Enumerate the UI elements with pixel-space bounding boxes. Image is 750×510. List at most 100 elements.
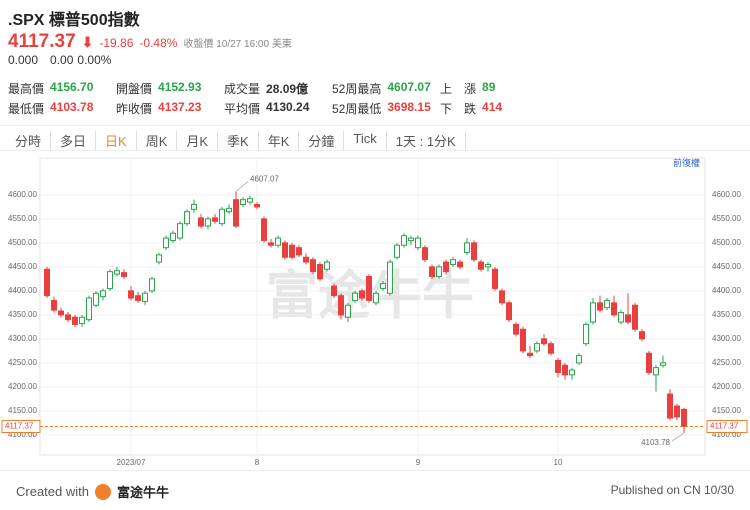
y-tick-label: 4300.00	[8, 334, 37, 343]
candle-body	[114, 270, 120, 275]
y-tick-label-right: 4100.00	[712, 430, 741, 439]
candle-body	[611, 302, 617, 316]
candle-body	[79, 316, 85, 324]
candle-body	[296, 247, 302, 256]
candle-body	[555, 359, 561, 373]
candle-body	[107, 271, 113, 289]
candle-body	[415, 237, 421, 249]
after-pct: 0.00%	[77, 53, 112, 67]
candle-body	[331, 285, 337, 297]
candle-body	[359, 290, 365, 299]
tab[interactable]: Tick	[344, 131, 387, 150]
stats-row: 最高價 4156.70 開盤價 4152.93 成交量 28.09億 52周最高 4607.0…	[8, 78, 548, 98]
candle-body	[345, 304, 351, 318]
y-tick-label: 4350.00	[8, 310, 37, 319]
tab[interactable]: 1天 : 1分K	[387, 131, 466, 150]
stat-label: 昨收價	[116, 101, 153, 116]
y-tick-label-right: 4400.00	[712, 286, 741, 295]
candle-body	[142, 292, 148, 302]
candle-body	[324, 261, 330, 270]
candle-body	[219, 208, 225, 225]
candle-body	[366, 275, 372, 301]
candle-body	[401, 235, 407, 246]
tab[interactable]: 季K	[218, 131, 259, 150]
candle-body	[653, 367, 659, 376]
change: -19.86	[99, 36, 134, 50]
created: Created with	[16, 484, 89, 499]
candle-body	[282, 242, 288, 258]
stat-label: 上 漲	[440, 81, 477, 96]
tab[interactable]: 多日	[51, 131, 97, 150]
candle-body	[520, 328, 526, 352]
candle-body	[163, 237, 169, 249]
stat: 成交量 28.09億	[224, 80, 332, 97]
candle-body	[618, 311, 624, 323]
stats: 最高價 4156.70 開盤價 4152.93 成交量 28.09億 52周最高 4607.0…	[8, 78, 548, 118]
tab[interactable]: 日K	[96, 131, 137, 150]
stat: 下 跌 414	[440, 100, 548, 117]
stat: 最低價 4103.78	[8, 100, 116, 117]
after-change: 0.00	[50, 53, 74, 67]
stat-label: 最高價	[8, 81, 45, 96]
candle-body	[443, 261, 449, 273]
after-hours: 0.000 0.00 0.00%	[8, 53, 111, 67]
candle-body	[646, 352, 652, 373]
stat: 開盤價 4152.93	[116, 80, 224, 97]
candle-body	[205, 218, 211, 227]
stat: 上 漲 89	[440, 80, 548, 97]
x-tick-label: 10	[554, 458, 563, 467]
y-tick-label: 4400.00	[8, 286, 37, 295]
y-tick-label: 4100.00	[8, 430, 37, 439]
candle-body	[541, 338, 547, 345]
tab[interactable]: 分鐘	[299, 131, 345, 150]
candle-body	[513, 323, 519, 335]
candle-body	[275, 237, 281, 246]
chart: 富途牛牛 4100.004100.004150.004150.004200.00…	[1, 157, 748, 467]
stat-label: 52周最高	[332, 81, 382, 96]
stat-value: 89	[482, 79, 496, 94]
title: .SPX 標普500指數	[8, 12, 140, 29]
footer-left: Created with 富途牛牛	[16, 482, 169, 501]
last-price-label-right: 4117.37	[710, 422, 739, 431]
stat: 平均價 4130.24	[224, 100, 332, 117]
adjust[interactable]: 前復權	[673, 158, 701, 168]
tab[interactable]: 月K	[177, 131, 219, 150]
stat-value: 28.09億	[266, 81, 309, 96]
tab[interactable]: 年K	[259, 131, 300, 150]
candle-body	[51, 299, 57, 311]
candle-body	[373, 292, 379, 304]
candle-body	[408, 237, 414, 241]
candle-body	[380, 283, 386, 289]
candle-body	[247, 198, 253, 203]
stat-label: 平均價	[224, 101, 261, 116]
candle-body	[191, 203, 197, 210]
candle-body	[639, 331, 645, 340]
stat-label: 成交量	[224, 81, 261, 96]
stat: 最高價 4156.70	[8, 80, 116, 97]
candle-body	[569, 369, 575, 376]
candle-body	[65, 314, 71, 321]
stat-value: 4137.23	[158, 99, 202, 114]
candle-body	[632, 304, 638, 330]
candle-body	[352, 292, 358, 301]
y-tick-label-right: 4250.00	[712, 358, 741, 367]
candle-body	[471, 242, 477, 261]
tab[interactable]: 周K	[137, 131, 178, 150]
x-tick-label: 8	[255, 458, 260, 467]
candle-body	[212, 217, 218, 222]
candle-body	[464, 242, 470, 253]
stat: 52周最低 3698.15	[332, 100, 440, 117]
candle-body	[506, 302, 512, 321]
stat-value: 4156.70	[50, 79, 94, 94]
tab[interactable]: 分時	[6, 131, 52, 150]
candle-body	[436, 266, 442, 277]
stat: 52周最高 4607.07	[332, 80, 440, 97]
published: Published on CN 10/30	[610, 483, 734, 497]
candle-body	[289, 244, 295, 258]
last-price-box	[1, 420, 41, 434]
candle-body	[135, 295, 141, 301]
stat-label: 最低價	[8, 101, 45, 116]
candle-body	[576, 355, 582, 364]
arrow: ⬇	[81, 34, 94, 50]
